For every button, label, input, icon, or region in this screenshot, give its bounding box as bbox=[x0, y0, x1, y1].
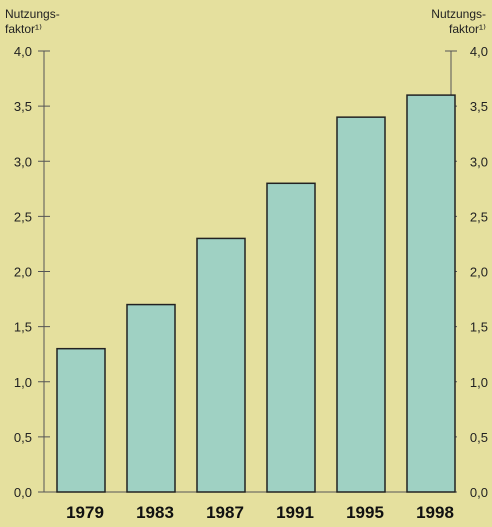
y-axis-title-left-line2: faktor¹⁾ bbox=[5, 22, 42, 36]
y-tick-label-right: 1,5 bbox=[470, 320, 488, 335]
y-tick-label-left: 1,0 bbox=[14, 375, 32, 390]
y-axis-title-left: Nutzungs- faktor¹⁾ bbox=[5, 7, 60, 36]
y-tick-label-left: 0,0 bbox=[14, 485, 32, 500]
y-tick-label-right: 0,0 bbox=[470, 485, 488, 500]
y-tick-label-left: 1,5 bbox=[14, 320, 32, 335]
category-label-1979: 1979 bbox=[66, 503, 104, 522]
y-tick-label-left: 0,5 bbox=[14, 430, 32, 445]
y-tick-label-left: 4,0 bbox=[14, 44, 32, 59]
y-tick-label-right: 1,0 bbox=[470, 375, 488, 390]
bar-1995 bbox=[336, 116, 386, 493]
y-tick-label-right: 2,5 bbox=[470, 209, 488, 224]
bar-1987 bbox=[196, 237, 246, 493]
category-label-1987: 1987 bbox=[206, 503, 244, 522]
y-tick-label-right: 2,0 bbox=[470, 265, 488, 280]
y-tick-label-left: 3,0 bbox=[14, 154, 32, 169]
category-label-1991: 1991 bbox=[276, 503, 314, 522]
bar-1991 bbox=[266, 182, 316, 493]
bar-1998 bbox=[406, 94, 456, 493]
y-tick-label-right: 4,0 bbox=[470, 44, 488, 59]
y-axis-title-right-line2: faktor¹⁾ bbox=[449, 22, 486, 36]
y-axis-title-right: Nutzungs- faktor¹⁾ bbox=[431, 7, 486, 36]
y-tick-label-left: 2,5 bbox=[14, 209, 32, 224]
y-tick-label-right: 3,0 bbox=[470, 154, 488, 169]
category-label-1983: 1983 bbox=[136, 503, 174, 522]
category-labels: 1979 1983 1987 1991 1995 1998 bbox=[66, 503, 454, 522]
category-label-1998: 1998 bbox=[416, 503, 454, 522]
axes: 0,0 0,0 0,5 0,5 1,0 1,0 1,5 1,5 2,0 2,0 2,5 2,5 3,0 3… bbox=[14, 44, 488, 500]
category-label-1995: 1995 bbox=[346, 503, 384, 522]
y-tick-label-left: 2,0 bbox=[14, 265, 32, 280]
y-axis-title-right-line1: Nutzungs- bbox=[431, 7, 486, 21]
bar-1979 bbox=[56, 347, 106, 493]
y-tick-label-right: 3,5 bbox=[470, 99, 488, 114]
bars bbox=[56, 94, 456, 493]
bar-1983 bbox=[126, 303, 176, 493]
y-tick-label-right: 0,5 bbox=[470, 430, 488, 445]
y-tick-label-left: 3,5 bbox=[14, 99, 32, 114]
y-axis-title-left-line1: Nutzungs- bbox=[5, 7, 60, 21]
